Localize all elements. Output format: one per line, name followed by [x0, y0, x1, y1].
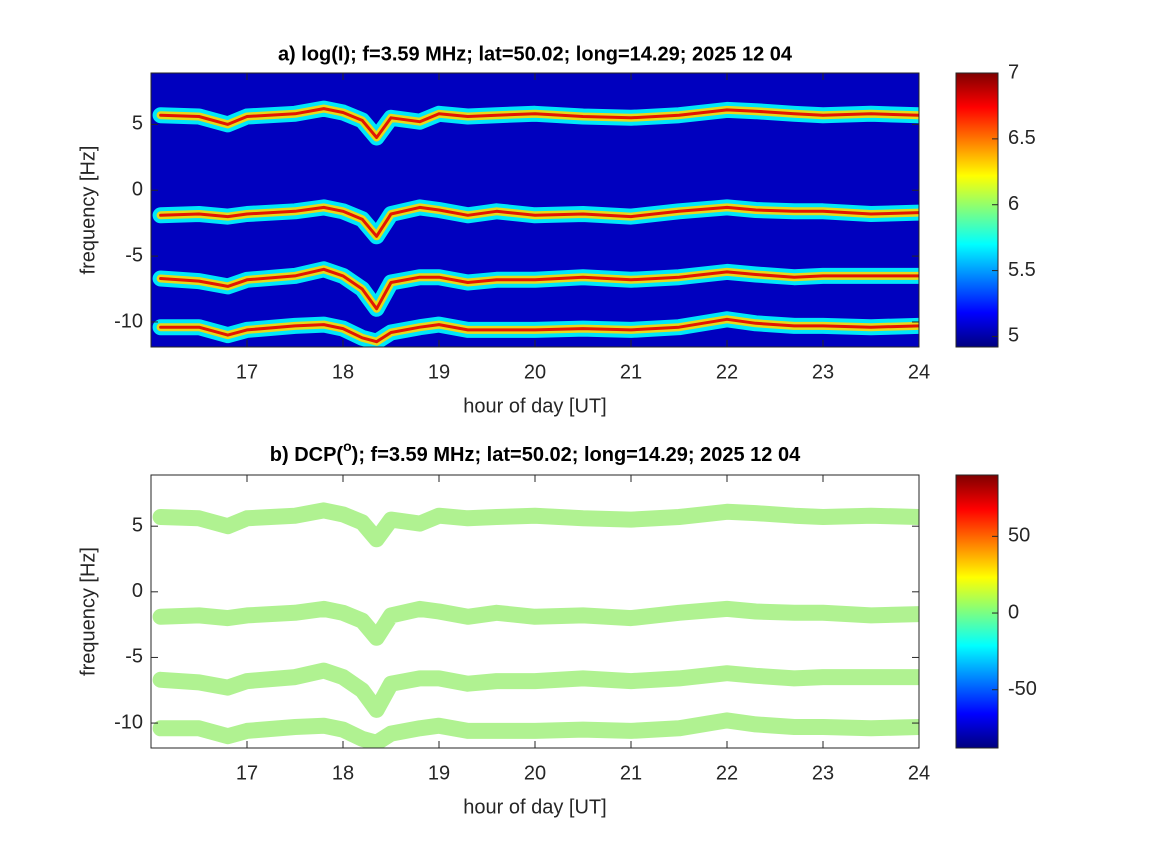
colorbar [955, 72, 999, 348]
y-tick-label: -5 [125, 646, 143, 668]
x-axis-label: hour of day [UT] [463, 796, 606, 818]
x-tick-label: 20 [524, 762, 546, 784]
x-tick-label: 23 [812, 762, 834, 784]
ridge [152, 600, 919, 646]
ridge [159, 267, 919, 311]
colorbar-tick-label: 5.5 [1008, 259, 1036, 281]
x-tick-label: 24 [908, 762, 930, 784]
x-tick-label: 18 [332, 361, 354, 383]
x-tick-label: 24 [908, 361, 930, 383]
y-tick-label: -5 [125, 244, 143, 266]
ridges [152, 502, 919, 748]
y-tick-label: -10 [114, 711, 143, 733]
colorbar-tick-label: 5 [1008, 325, 1019, 347]
x-tick-label: 22 [716, 361, 738, 383]
colorbar-tick-label: 6 [1008, 193, 1019, 215]
colorbar-tick-label: 50 [1008, 525, 1030, 547]
x-tick-label: 19 [428, 361, 450, 383]
ridge [159, 107, 919, 139]
x-axis-label: hour of day [UT] [463, 395, 606, 417]
y-tick-label: 0 [132, 580, 143, 602]
colorbar-tick-label: 7 [1008, 61, 1019, 83]
chart-title: b) DCP(o); f=3.59 MHz; lat=50.02; long=1… [270, 438, 801, 467]
ridge [152, 712, 919, 748]
y-tick-label: -10 [114, 310, 143, 332]
title-text: ); f=3.59 MHz; lat=50.02; long=14.29; 20… [352, 444, 801, 466]
ridge [159, 205, 919, 238]
x-tick-label: 18 [332, 762, 354, 784]
x-tick-label: 23 [812, 361, 834, 383]
colorbar-tick-label: 6.5 [1008, 127, 1036, 149]
title-text: b) DCP( [270, 444, 344, 466]
title-superscript: o [343, 438, 352, 454]
ridge [159, 317, 919, 344]
x-tick-label: 17 [236, 762, 258, 784]
x-tick-label: 17 [236, 361, 258, 383]
x-tick-label: 21 [620, 762, 642, 784]
ridge [152, 502, 919, 548]
colorbar-tick-label: 0 [1008, 601, 1019, 623]
x-tick-label: 21 [620, 361, 642, 383]
ridges [152, 100, 919, 347]
chart-title: a) log(I); f=3.59 MHz; lat=50.02; long=1… [278, 43, 793, 65]
colorbar [955, 474, 999, 749]
y-tick-label: 0 [132, 179, 143, 201]
y-axis-label: frequency [Hz] [77, 547, 99, 676]
x-tick-label: 20 [524, 361, 546, 383]
x-tick-label: 22 [716, 762, 738, 784]
y-tick-label: 5 [132, 113, 143, 135]
colorbar-tick-label: -50 [1008, 678, 1037, 700]
x-tick-label: 19 [428, 762, 450, 784]
ridge [152, 662, 919, 718]
y-tick-label: 5 [132, 514, 143, 536]
y-axis-label: frequency [Hz] [77, 146, 99, 275]
